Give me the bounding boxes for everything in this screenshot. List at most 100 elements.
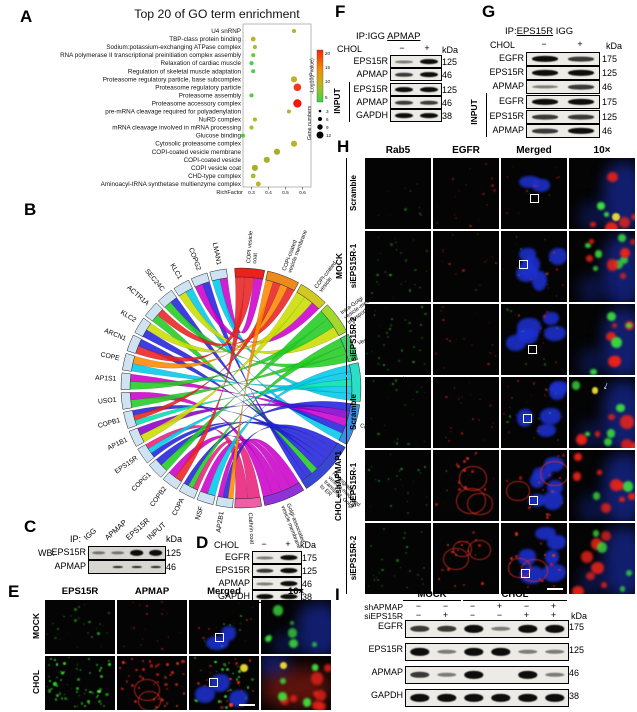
fluor-speck: [447, 544, 450, 547]
fluor-speck: [451, 551, 454, 554]
fluor-speck: [611, 322, 618, 329]
fluor-speck: [600, 503, 611, 513]
fluor-speck: [544, 394, 547, 396]
fluor-speck: [619, 256, 628, 265]
fluor-speck: [434, 352, 437, 355]
fluor-speck: [590, 368, 597, 375]
fluor-speck: [389, 327, 391, 330]
fluor-speck: [75, 687, 79, 691]
fluor-speck: [416, 391, 418, 393]
blot-row-label: APMAP: [356, 69, 388, 79]
fluor-speck: [489, 404, 492, 407]
e-col-header-2: Merged: [207, 586, 241, 597]
fluor-speck: [408, 289, 411, 292]
ip-antibody-f: APMAP: [387, 31, 421, 42]
e-col-header-1: APMAP: [134, 586, 170, 597]
blot-band: [110, 551, 125, 555]
fluor-speck: [491, 184, 494, 187]
h-group-mock: MOCK: [334, 253, 344, 279]
fluor-speck: [95, 627, 97, 629]
blot-row-label: EGFR: [498, 53, 524, 63]
minus-lane-d: −: [261, 539, 267, 549]
fluor-speck: [371, 466, 373, 468]
fluor-speck: [424, 466, 426, 468]
fluor-speck: [520, 565, 522, 567]
fluor-speck: [535, 185, 538, 188]
fluor-speck: [437, 205, 439, 207]
dotplot-text: TBP-class protein binding: [169, 36, 241, 43]
fluor-speck: [436, 221, 439, 225]
fluor-speck: [289, 638, 298, 648]
chord-sector: [173, 279, 193, 297]
blot-box: [526, 95, 600, 109]
gene-label: USO1: [98, 397, 117, 406]
condition-value: −: [415, 610, 422, 620]
chord-sector: [148, 459, 168, 478]
fluor-speck: [54, 659, 56, 661]
blot-band: [91, 551, 106, 555]
fluor-speck: [210, 647, 213, 650]
fluor-speck: [561, 254, 563, 256]
fluor-speck: [517, 273, 521, 277]
fluor-speck: [87, 699, 90, 703]
fluor-speck: [466, 540, 468, 543]
fluor-speck: [377, 579, 380, 581]
fluor-speck: [546, 272, 549, 275]
fluor-speck: [437, 577, 441, 580]
fluor-speck: [442, 251, 445, 254]
fluor-speck: [372, 380, 375, 383]
fluor-speck: [229, 703, 233, 707]
fluor-speck: [628, 492, 635, 500]
h-col-header-3: 10×: [593, 145, 611, 156]
blot-box: [88, 546, 166, 560]
blue-wash: [578, 494, 604, 521]
fluor-speck: [630, 214, 635, 220]
fluor-speck: [539, 327, 542, 330]
blot-band: [532, 128, 558, 134]
fluor-speck: [97, 694, 99, 697]
fluor-speck: [392, 383, 394, 385]
fluor-speck: [532, 437, 535, 440]
fluor-speck: [100, 666, 102, 669]
kda-value: 46: [166, 562, 177, 572]
fluor-speck: [195, 699, 198, 703]
fluor-speck: [524, 486, 526, 488]
fluor-speck: [508, 415, 511, 418]
fluor-speck: [618, 233, 626, 242]
fluor-speck: [546, 512, 549, 516]
fluor-speck: [83, 623, 86, 626]
fluor-speck: [616, 403, 626, 413]
fluor-speck: [377, 362, 380, 366]
dotplot-text: 10: [325, 79, 331, 84]
e-row-label-0: MOCK: [31, 613, 41, 639]
fluor-speck: [68, 633, 70, 635]
chord-sector: [162, 472, 182, 490]
blot-row-label: APMAP: [54, 561, 86, 571]
fluor-speck: [506, 480, 508, 482]
fluor-speck: [239, 628, 242, 631]
blot-box: [526, 52, 600, 66]
blot-band: [280, 593, 298, 600]
fluor-speck: [403, 531, 406, 534]
fluor-speck: [396, 475, 398, 477]
fluor-speck: [88, 702, 90, 705]
condition-value: +: [523, 610, 530, 620]
blot-band: [532, 85, 558, 89]
nucleus-blob: [544, 549, 560, 566]
fluor-speck: [556, 438, 559, 441]
fluor-speck: [626, 322, 633, 329]
scale-bar: [547, 588, 563, 590]
chord-sector: [339, 333, 358, 363]
fluor-speck: [425, 504, 428, 506]
blot-row-label: APMAP: [492, 125, 524, 135]
dotplot-text: 0.5: [282, 190, 289, 196]
fluor-speck: [552, 553, 556, 557]
dotplot-text: 3: [326, 109, 329, 114]
fluor-speck: [402, 484, 404, 486]
fluor-speck: [555, 295, 558, 297]
blot-band: [532, 114, 558, 120]
fluor-speck: [425, 495, 428, 498]
kda-header-g: kDa: [606, 41, 623, 51]
chord-sector: [134, 317, 152, 337]
fluor-speck: [545, 516, 549, 520]
